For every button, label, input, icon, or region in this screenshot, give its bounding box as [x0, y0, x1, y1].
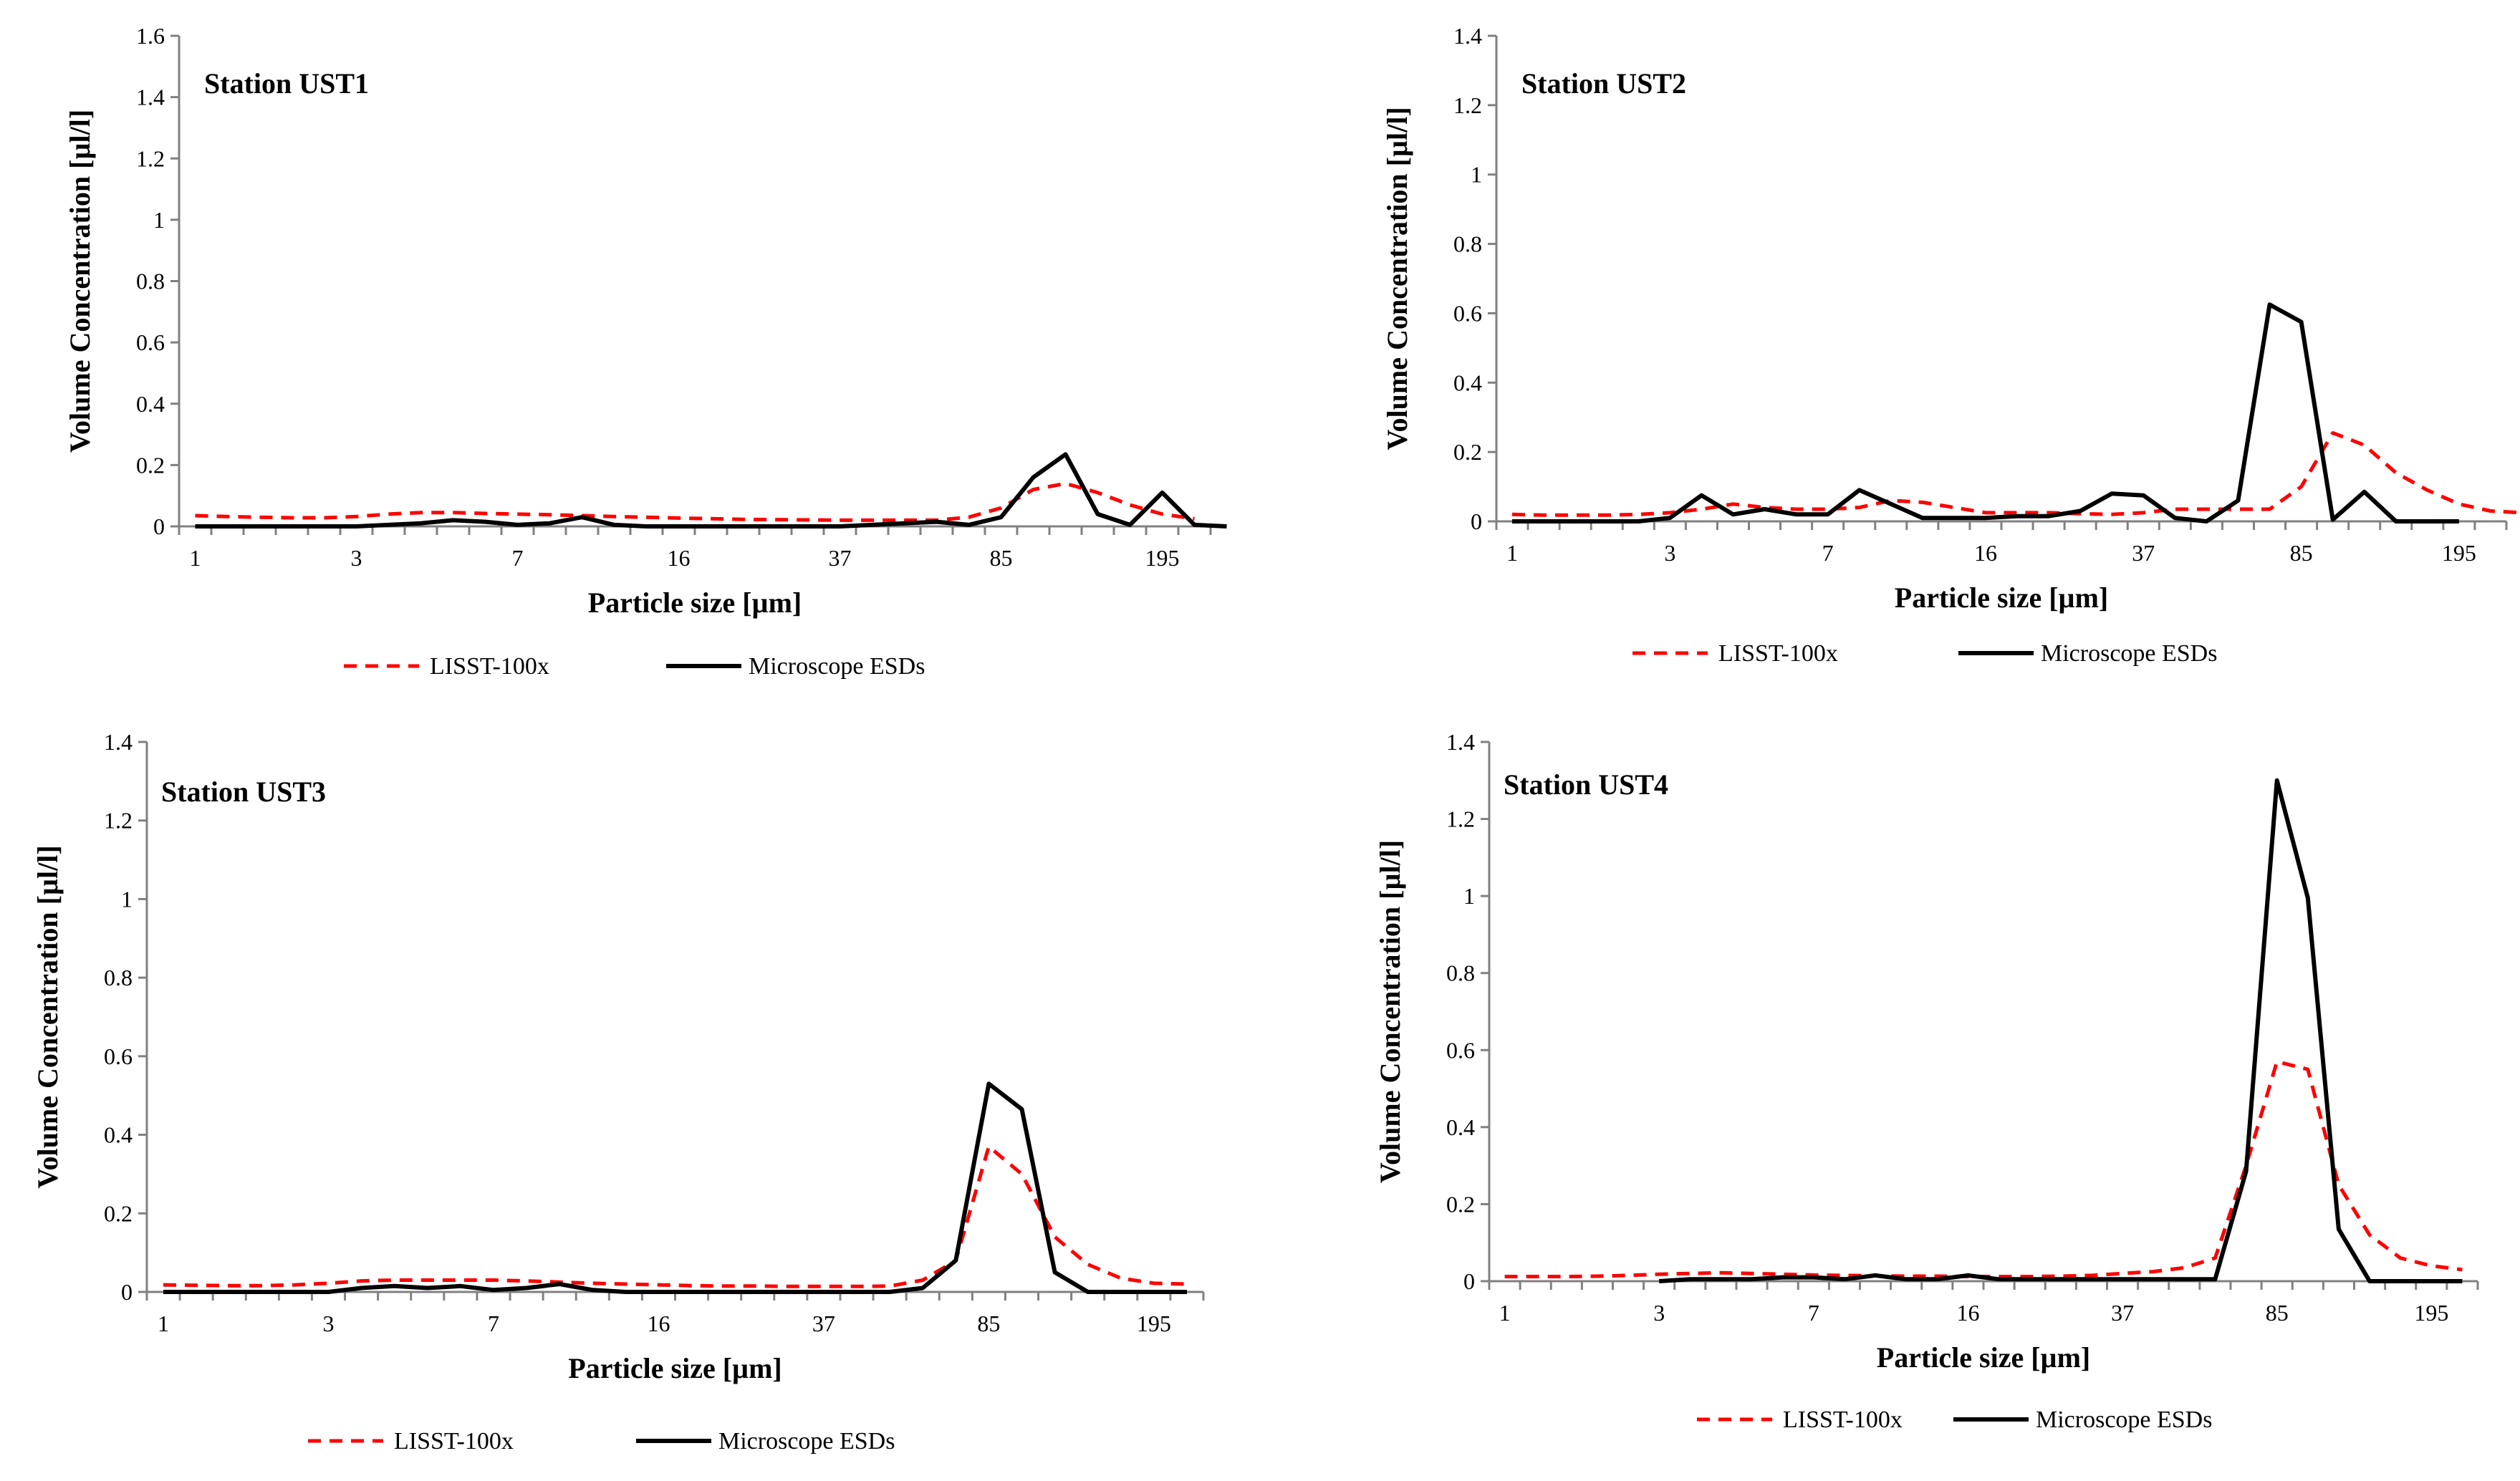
x-tick-label: 3	[1653, 1300, 1665, 1326]
series-line-lisst	[195, 481, 1195, 522]
y-tick-label: 0.2	[1453, 439, 1482, 465]
y-tick-label: 1.4	[104, 729, 133, 755]
x-tick-label: 85	[990, 545, 1013, 571]
station-title: Station UST2	[1521, 67, 1686, 100]
legend-label-microscope: Microscope ESDs	[749, 653, 925, 680]
y-tick-label: 0.2	[136, 452, 165, 478]
series-line-microscope	[163, 1081, 1187, 1294]
y-axis-title: Volume Concentration [µl/l]	[32, 845, 64, 1188]
x-tick-label: 1	[158, 1311, 169, 1336]
y-tick-label: 0.6	[1453, 300, 1482, 326]
y-tick-label: 1	[1471, 162, 1482, 188]
chart-ust1: 00.20.40.60.811.21.41.61 3 7 16 37 85 195Parti…	[64, 23, 1227, 680]
x-tick-label: 7	[1822, 540, 1834, 566]
y-axis-title: Volume Concentration [µl/l]	[1381, 107, 1413, 450]
station-title: Station UST1	[204, 67, 369, 100]
station-title: Station UST4	[1504, 768, 1668, 801]
x-tick-label: 3	[323, 1311, 335, 1336]
y-tick-label: 0.4	[1446, 1114, 1475, 1140]
y-tick-label: 0.4	[136, 391, 165, 417]
chart-panel-ust1: 0 0.2 0.4 0.6 0.8 1 1.2 1.4 1.6 1 3 7 16 37 85 195 Parti…	[0, 0, 1260, 740]
y-tick-label: 1	[153, 207, 165, 233]
x-tick-label: 16	[1956, 1300, 1979, 1326]
x-axis-title: Particle size [µm]	[1877, 1341, 2090, 1374]
x-tick-label: 1	[190, 545, 201, 571]
y-tick-label: 0.6	[1446, 1037, 1475, 1063]
x-tick-label: 85	[2290, 540, 2313, 566]
y-tick-label: 1.2	[1453, 92, 1482, 118]
x-tick-label: 85	[977, 1311, 1000, 1336]
y-tick-label: 0.8	[104, 965, 133, 990]
x-tick-label: 3	[351, 545, 362, 571]
y-tick-label: 1.2	[104, 808, 133, 834]
y-tick-label: 0.2	[1446, 1191, 1475, 1217]
series-line-microscope	[1512, 302, 2459, 524]
y-tick-label: 0.4	[1453, 370, 1482, 395]
y-tick-label: 1.4	[1446, 729, 1475, 755]
legend-label-microscope: Microscope ESDs	[718, 1428, 895, 1455]
y-tick-label: 0.6	[104, 1043, 133, 1069]
x-axis-title: Particle size [µm]	[1895, 582, 2108, 614]
y-tick-label: 0.2	[104, 1200, 133, 1226]
y-tick-label: 0.8	[1446, 960, 1475, 986]
x-tick-label: 1	[1499, 1300, 1511, 1326]
y-tick-label: 1	[1463, 883, 1475, 909]
x-tick-label: 37	[812, 1311, 835, 1336]
series-line-microscope	[195, 452, 1227, 529]
chart-ust3: 00.20.40.60.811.21.41 3 7 16 37 85 195Particle…	[32, 729, 1205, 1455]
y-tick-label: 1.2	[1446, 806, 1475, 832]
x-tick-label: 37	[2132, 540, 2155, 566]
y-tick-label: 0.8	[1453, 231, 1482, 257]
legend-label-microscope: Microscope ESDs	[2041, 640, 2217, 667]
y-tick-label: 1.2	[136, 145, 165, 171]
series-line-microscope	[1659, 778, 2463, 1283]
series-line-lisst	[1511, 431, 2520, 517]
x-tick-label: 7	[488, 1311, 499, 1336]
x-tick-label: 195	[2414, 1300, 2448, 1326]
y-axis-title: Volume Concentration [µl/l]	[1374, 840, 1406, 1183]
series-line-lisst	[163, 1144, 1188, 1288]
x-tick-label: 16	[647, 1311, 670, 1336]
x-tick-label: 37	[829, 545, 852, 571]
legend-label-lisst: LISST-100x	[394, 1428, 514, 1455]
y-tick-label: 1	[121, 886, 133, 912]
y-tick-label: 0.8	[136, 269, 165, 294]
x-axis-title: Particle size [µm]	[588, 587, 802, 619]
y-tick-label: 0	[121, 1279, 133, 1305]
x-tick-label: 85	[2266, 1300, 2289, 1326]
station-title: Station UST3	[161, 776, 326, 808]
y-axis-title: Volume Concentration [µl/l]	[64, 110, 96, 453]
chart-ust4: 00.20.40.60.811.21.41 3 7 16 37 85 195Particle…	[1374, 729, 2479, 1433]
x-tick-label: 7	[512, 545, 524, 571]
chart-panel-ust4: 0 0.2 0.4 0.6 0.8 1 1.2 1.4 1 3 7 16 37 85 195 Particle…	[1260, 729, 2520, 1481]
y-tick-label: 0	[153, 513, 165, 539]
y-tick-label: 0.6	[136, 329, 165, 355]
chart-panel-ust3: 0 0.2 0.4 0.6 0.8 1 1.2 1.4 1 3 7 16 37 85 195 Particle…	[0, 729, 1260, 1481]
x-tick-label: 37	[2111, 1300, 2134, 1326]
chart-ust2: 00.20.40.60.811.21.41 3 7 16 37 85 195Particle…	[1381, 23, 2520, 667]
x-tick-label: 195	[2442, 540, 2476, 566]
y-tick-label: 1.4	[1453, 23, 1482, 49]
x-tick-label: 3	[1664, 540, 1675, 566]
legend-label-lisst: LISST-100x	[430, 653, 549, 680]
x-tick-label: 195	[1137, 1311, 1171, 1336]
x-axis-title: Particle size [µm]	[568, 1352, 782, 1384]
y-tick-label: 0	[1463, 1268, 1475, 1294]
x-tick-label: 16	[668, 545, 691, 571]
y-tick-label: 1.4	[136, 85, 165, 110]
chart-panel-ust2: 0 0.2 0.4 0.6 0.8 1 1.2 1.4 1 3 7 16 37 85 195 Particle…	[1260, 0, 2520, 740]
x-tick-label: 16	[1974, 540, 1997, 566]
y-tick-label: 1.6	[136, 23, 165, 49]
y-tick-label: 0	[1471, 508, 1482, 534]
legend-label-lisst: LISST-100x	[1783, 1407, 1903, 1433]
series-line-lisst	[1504, 1059, 2463, 1278]
y-tick-label: 0.4	[104, 1122, 133, 1148]
legend-label-lisst: LISST-100x	[1718, 640, 1838, 667]
x-tick-label: 1	[1506, 540, 1518, 566]
legend-label-microscope: Microscope ESDs	[2036, 1407, 2212, 1433]
x-tick-label: 195	[1145, 545, 1180, 571]
x-tick-label: 7	[1808, 1300, 1819, 1326]
